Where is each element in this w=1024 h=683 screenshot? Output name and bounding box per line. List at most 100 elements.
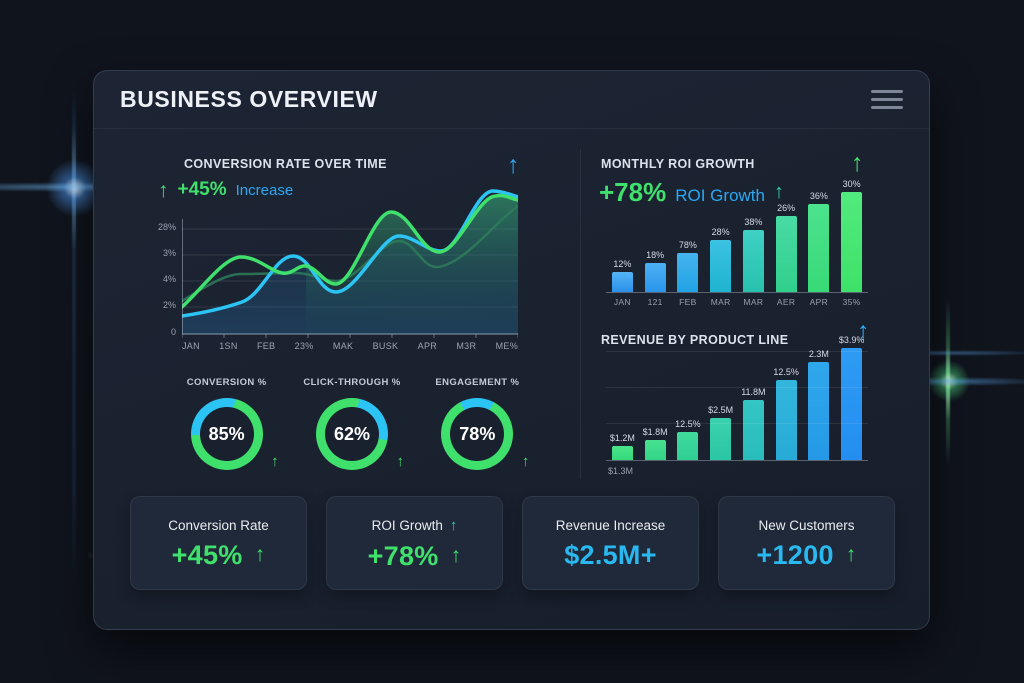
page-title: BUSINESS OVERVIEW [120,86,378,112]
bar: 11.8M [737,387,770,460]
revenue-chart-title: REVENUE BY PRODUCT LINE [601,333,789,347]
x-axis-tick: APR [417,341,438,351]
bar: 12.5% [770,367,803,460]
green-lens-flare [928,360,970,402]
x-axis-tick: MAR [710,297,731,307]
kpi-card-new-customers: New Customers +1200 ↑ [718,496,895,590]
x-axis-tick: JAN [613,297,631,307]
gauge-click-through: CLICK-THROUGH % 62% ↑ [289,377,414,470]
line-plot [182,189,518,338]
bar-value-label: 12.5% [675,419,701,429]
kpi-label: Conversion Rate [168,517,269,533]
kpi-label: Revenue Increase [555,517,666,533]
dashboard-panel: BUSINESS OVERVIEW CONVERSION RATE OVER T… [93,70,930,630]
conversion-delta-value: +45% [177,179,227,200]
x-axis-tick: M3R [456,341,477,351]
up-arrow-icon: ↑ [507,151,520,179]
bar-value-label: $1.2M [609,433,635,443]
bar: 12% [606,259,639,292]
kpi-label: ROI Growth ↑ [371,516,458,534]
y-axis-tick: 3% [162,248,176,258]
roi-delta: +78% ROI Growth ↑ [599,177,784,208]
x-axis-tick: BUSK [372,341,399,351]
kpi-card-roi-growth: ROI Growth ↑ +78% ↑ [326,496,503,590]
bar-value-label: 36% [809,191,828,201]
column-divider [580,149,581,479]
x-axis-tick: AER [776,297,796,307]
gauge-value: 62% [333,423,370,444]
x-axis-labels: JAN 1SN FEB 23% MAK BUSK APR M3R ME% [182,341,518,351]
bar-value-label: 30% [842,179,861,189]
up-arrow-icon: ↑ [845,543,857,566]
gauge-label: CLICK-THROUGH % [303,377,401,388]
gauge-label: CONVERSION % [186,377,267,388]
gauge-label: ENGAGEMENT % [435,377,520,388]
bar: 18% [639,250,672,292]
x-axis-tick: FEB [256,341,276,351]
gauge-value: 78% [459,423,496,444]
up-arrow-icon: ↑ [450,544,462,567]
bar-value-label: 2.3M [808,349,829,359]
roi-bar-chart: 12% 18% 78% 28% 38% 26% 36% 30% JAN 121 … [606,175,868,307]
revenue-axis-note: $1.3M [608,466,634,476]
gauge-engagement: ENGAGEMENT % 78% ↑ [415,377,540,470]
bar: 2.3M [803,349,836,460]
up-arrow-icon: ↑ [449,516,458,534]
bar: $1.8M [639,427,672,460]
bar: 78% [672,240,705,292]
x-axis-tick: 35% [842,297,861,307]
bar-value-label: $1.8M [642,427,668,437]
bar-value-label: 12.5% [773,367,799,377]
bar-value-label: 26% [777,203,796,213]
x-axis-tick: MAR [743,297,764,307]
up-arrow-icon: ↑ [396,453,404,470]
bar: 36% [803,191,836,292]
x-axis-tick: MAK [332,341,354,351]
conversion-delta: ↑ +45% Increase [158,179,293,203]
bar-value-label: 12% [613,259,632,269]
bar: 28% [704,227,737,292]
kpi-row: Conversion Rate +45% ↑ ROI Growth ↑ +78% ↑ … [130,496,895,590]
bar: 26% [770,203,803,292]
revenue-bar-chart: $1.2M $1.8M 12.5% $2.5M 11.8M 12.5% 2.3M… [606,335,868,476]
x-axis-tick: FEB [679,297,697,307]
roi-delta-label: ROI Growth [675,186,765,205]
bar-value-label: 78% [678,240,697,250]
roi-delta-value: +78% [599,177,667,207]
x-axis-tick: 121 [647,297,663,307]
x-axis-tick: JAN [182,341,200,351]
bar-value-label: $3.9% [838,335,865,345]
bar-value-label: 11.8M [741,387,766,397]
y-axis-tick: 2% [162,300,176,310]
menu-icon[interactable] [871,90,903,109]
donut-ring: 85% ↑ [190,398,279,470]
bar: 30% [835,179,868,292]
bar: $1.2M [606,433,639,460]
up-arrow-icon: ↑ [851,149,864,177]
gauges-row: CONVERSION % 85% ↑ CLICK-THROUGH % 62% ↑… [164,377,540,470]
x-axis-tick: APR [809,297,829,307]
y-axis-tick: 28% [157,222,176,232]
kpi-card-conversion-rate: Conversion Rate +45% ↑ [130,496,307,590]
bar: $2.5M [704,405,737,460]
panel-header: BUSINESS OVERVIEW [94,71,929,129]
bar-value-label: 18% [646,250,665,260]
x-axis-tick: ME% [495,341,518,351]
green-light-streak-right [946,298,950,466]
kpi-value: +1200 ↑ [756,539,857,570]
bar-value-label: $2.5M [708,405,734,415]
bar: 12.5% [672,419,705,460]
kpi-label: New Customers [758,517,855,533]
blue-light-streak-left [72,88,76,593]
donut-ring: 78% ↑ [441,398,529,470]
gauge-value: 85% [208,423,245,444]
x-axis-tick: 23% [294,341,314,351]
kpi-value: +45% ↑ [171,539,266,570]
kpi-value: +78% ↑ [367,540,462,571]
conversion-line-chart: 28% 3% 4% 2% 0 [152,189,524,421]
conversion-chart-title: CONVERSION RATE OVER TIME [184,157,387,171]
up-arrow-icon: ↑ [158,179,169,202]
donut-ring: 62% ↑ [315,398,404,470]
bar: 38% [737,217,770,292]
bar: $3.9% [835,335,868,460]
